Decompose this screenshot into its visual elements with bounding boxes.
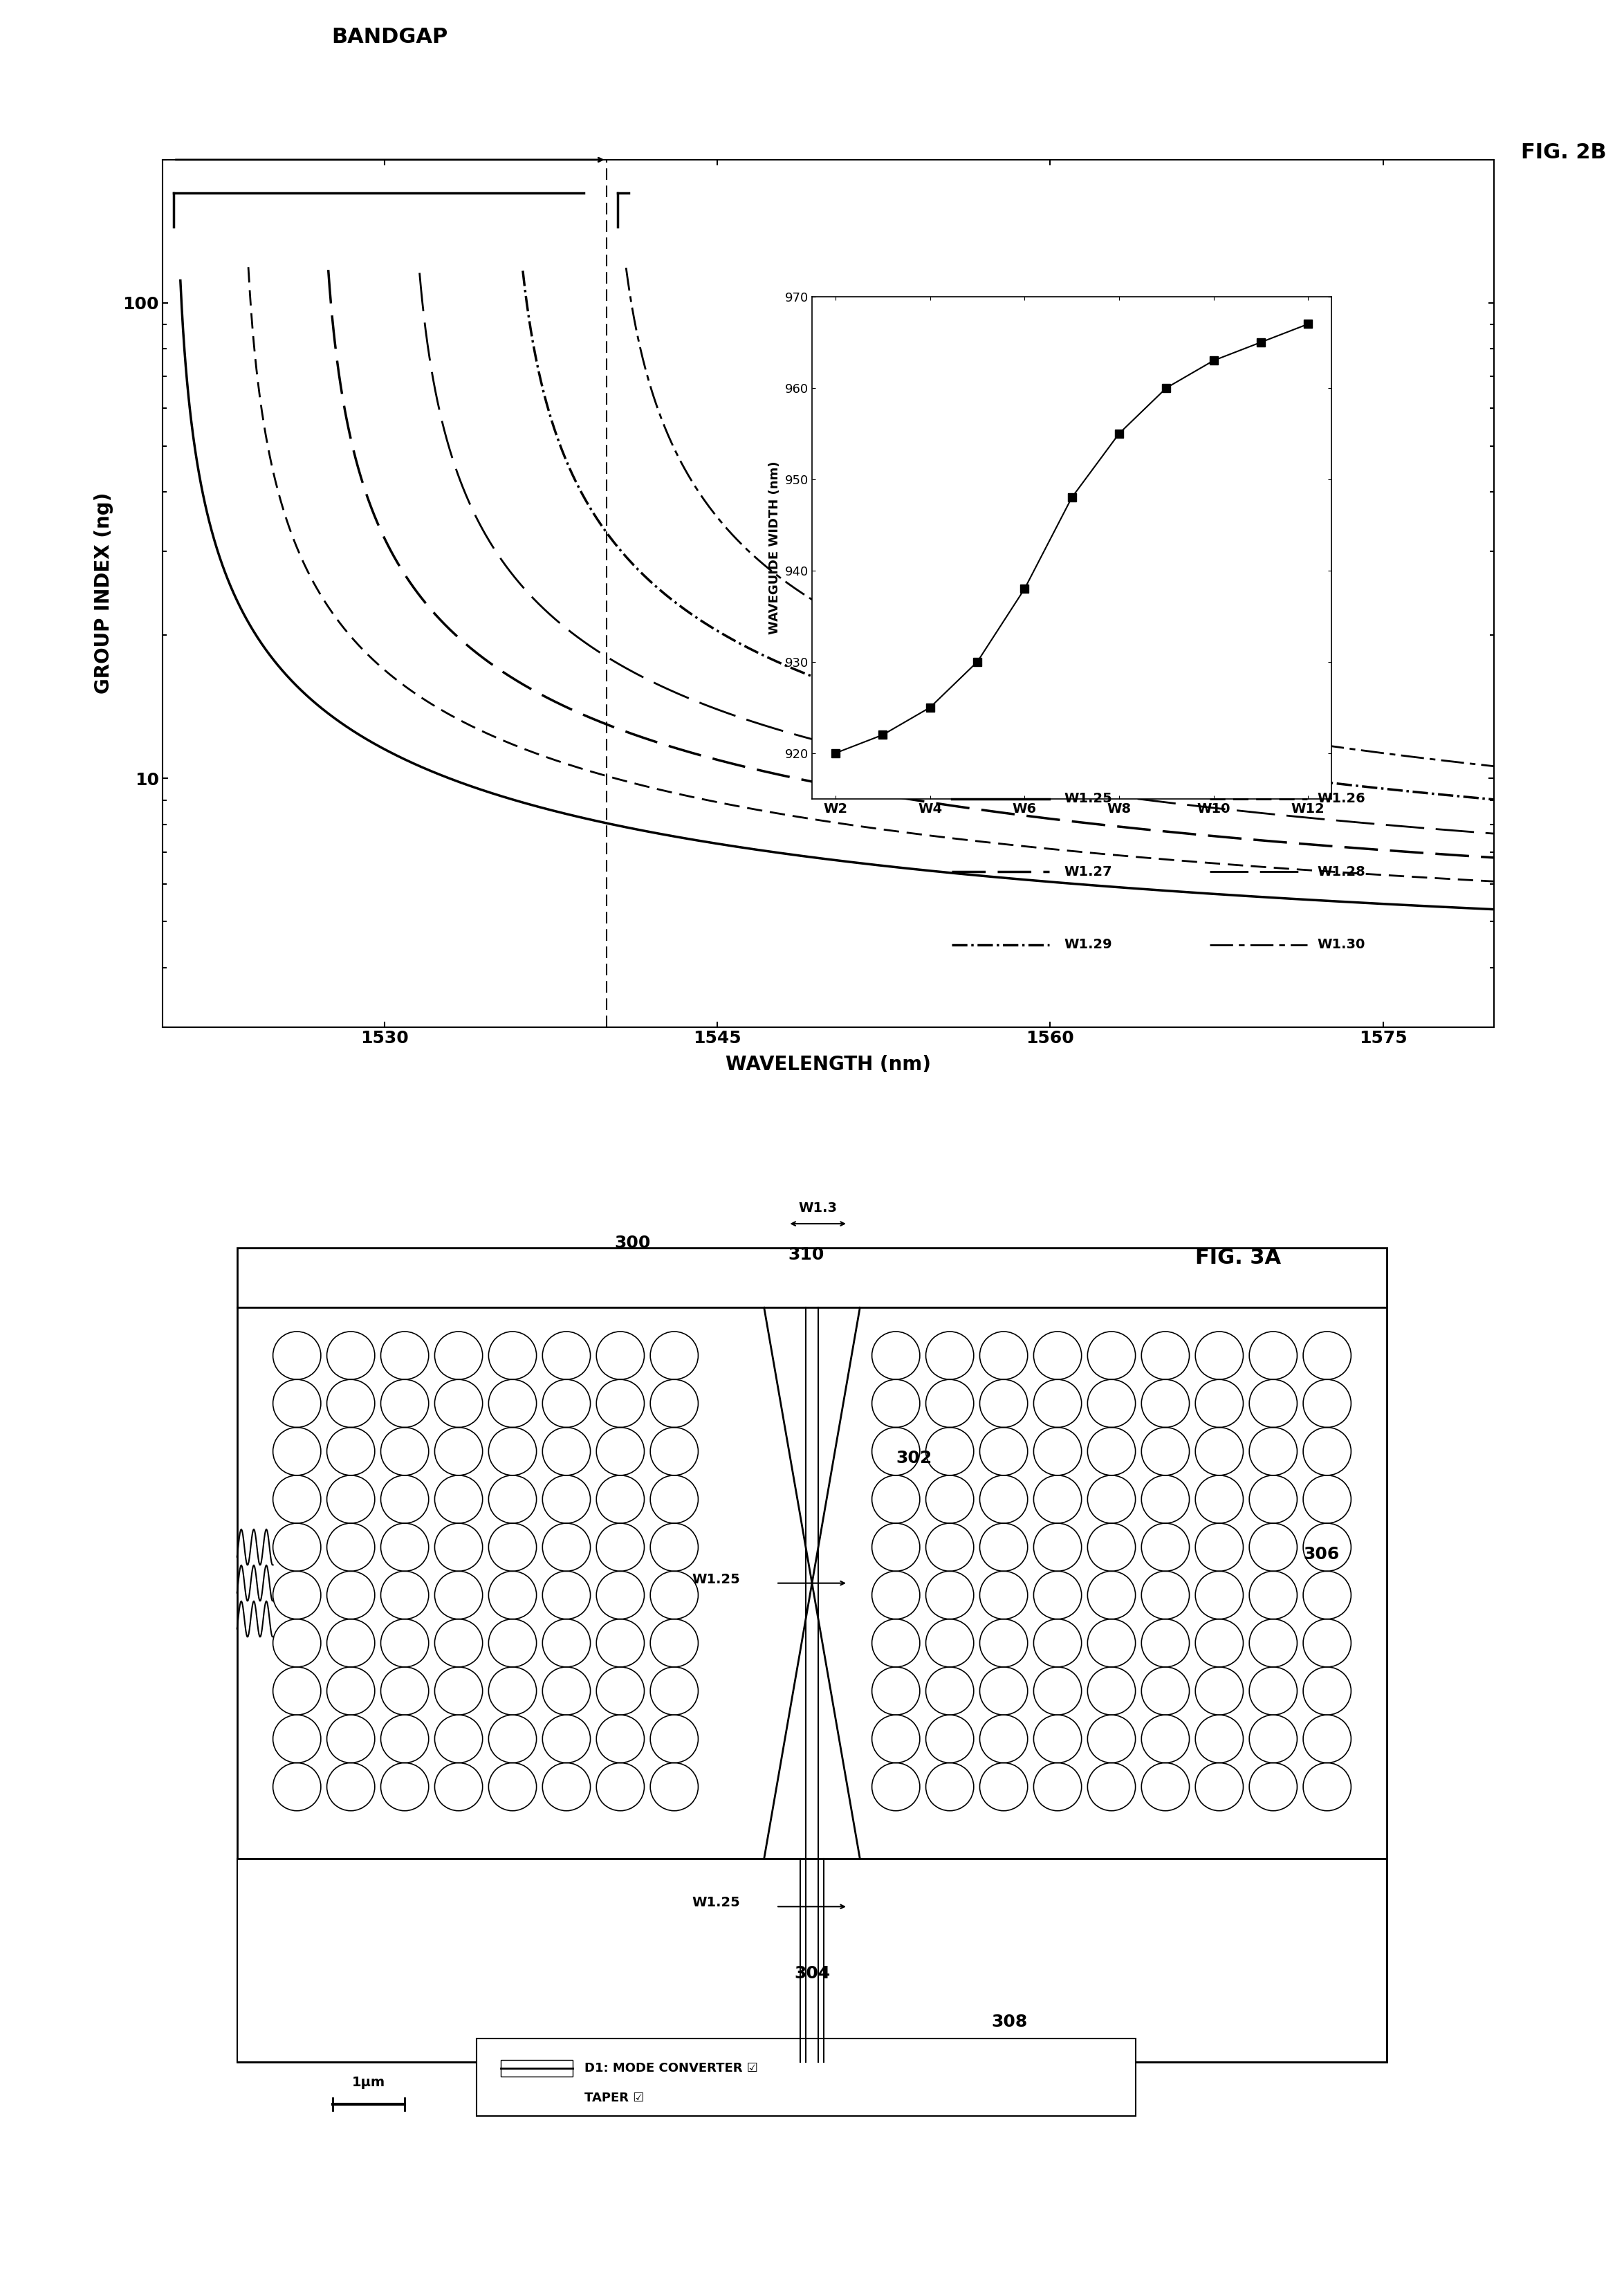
Text: BANDGAP: BANDGAP xyxy=(331,27,448,48)
Bar xyxy=(500,2061,572,2077)
Text: W1.26: W1.26 xyxy=(1317,792,1366,806)
Text: W1.27: W1.27 xyxy=(1064,865,1112,879)
Bar xyxy=(237,1248,1387,2063)
Text: D1: MODE CONVERTER ☑: D1: MODE CONVERTER ☑ xyxy=(585,2063,758,2074)
Text: 308: 308 xyxy=(992,2013,1028,2031)
Text: 306: 306 xyxy=(1302,1545,1340,1563)
Text: FIG. 3A: FIG. 3A xyxy=(1195,1248,1281,1269)
Text: FIG. 2B: FIG. 2B xyxy=(1520,141,1606,162)
Y-axis label: GROUP INDEX (ng): GROUP INDEX (ng) xyxy=(94,493,114,694)
Y-axis label: WAVEGUIDE WIDTH (nm): WAVEGUIDE WIDTH (nm) xyxy=(768,461,781,634)
Text: 310: 310 xyxy=(788,1246,825,1264)
Text: TAPER ☑: TAPER ☑ xyxy=(585,2093,645,2104)
Text: W1.29: W1.29 xyxy=(1064,938,1112,952)
Bar xyxy=(476,2038,1135,2115)
Text: W1.28: W1.28 xyxy=(1317,865,1366,879)
Text: 300: 300 xyxy=(614,1235,651,1251)
X-axis label: WAVELENGTH (nm): WAVELENGTH (nm) xyxy=(726,1054,931,1075)
Text: 1μm: 1μm xyxy=(352,2077,385,2088)
Text: 302: 302 xyxy=(896,1449,932,1467)
Text: 304: 304 xyxy=(794,1965,830,1983)
Text: W1.25: W1.25 xyxy=(1064,792,1112,806)
Text: W1.3: W1.3 xyxy=(799,1200,838,1214)
Text: W1.30: W1.30 xyxy=(1317,938,1366,952)
Text: W1.25: W1.25 xyxy=(692,1896,741,1910)
Bar xyxy=(237,1858,1387,2063)
Text: W1.25: W1.25 xyxy=(692,1572,741,1586)
